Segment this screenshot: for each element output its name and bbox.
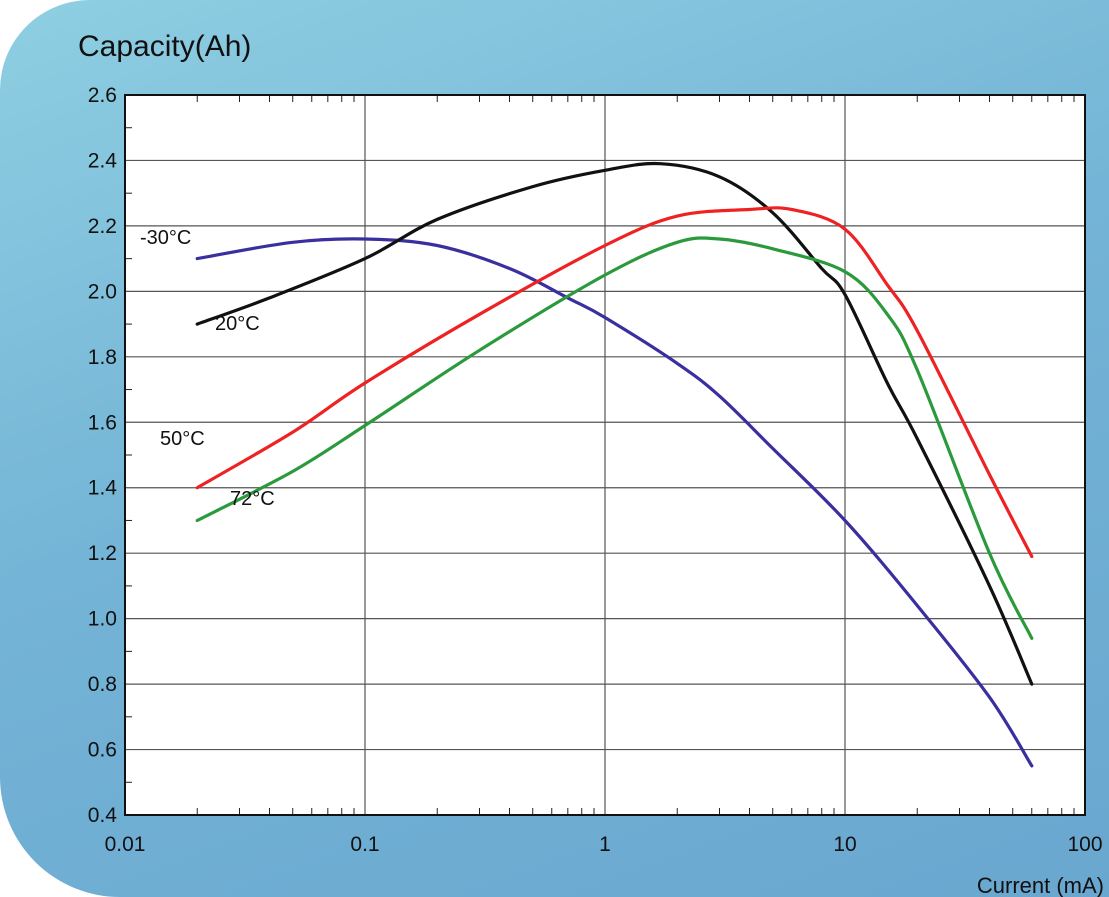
y-tick-label: 1.0 [88, 608, 117, 631]
series-label-minus30c: -30°C [140, 227, 191, 249]
tick-labels: 0.4 0.6 0.8 1.0 1.2 1.4 1.6 1.8 2.0 2.2 2.4 2.6 0.01… [88, 84, 1103, 856]
y-tick-label: 1.4 [88, 477, 118, 500]
y-tick-label: 2.6 [88, 84, 117, 107]
y-tick-label: 1.8 [88, 346, 117, 369]
x-tick-label: 0.1 [350, 833, 379, 856]
x-tick-label: 0.01 [105, 833, 146, 856]
series-label-72c: 72°C [230, 488, 275, 510]
x-tick-label: 10 [833, 833, 856, 856]
x-tick-label: 100 [1067, 833, 1102, 856]
series-line-3 [195, 236, 1034, 640]
y-tick-label: 2.4 [88, 149, 118, 172]
series-label-20c: 20°C [215, 313, 260, 335]
plot-frame [124, 94, 1086, 816]
y-tick-label: 0.4 [88, 804, 118, 827]
y-tick-label: 2.2 [88, 215, 117, 238]
series-lines [195, 161, 1034, 768]
y-tick-label: 1.2 [88, 542, 117, 565]
y-axis-title: Capacity(Ah) [78, 30, 251, 63]
series-label-50c: 50°C [160, 428, 205, 450]
series-line-0 [195, 237, 1034, 768]
minor-ticks [125, 95, 1075, 815]
y-tick-label: 0.6 [88, 739, 117, 762]
x-tick-label: 1 [599, 833, 611, 856]
series-line-1 [195, 161, 1034, 686]
y-tick-label: 0.8 [88, 673, 117, 696]
grid [124, 94, 1086, 816]
series-line-2 [195, 206, 1034, 559]
y-tick-label: 1.6 [88, 411, 117, 434]
x-axis-title: Current (mA) [977, 873, 1104, 897]
y-tick-label: 2.0 [88, 280, 117, 303]
